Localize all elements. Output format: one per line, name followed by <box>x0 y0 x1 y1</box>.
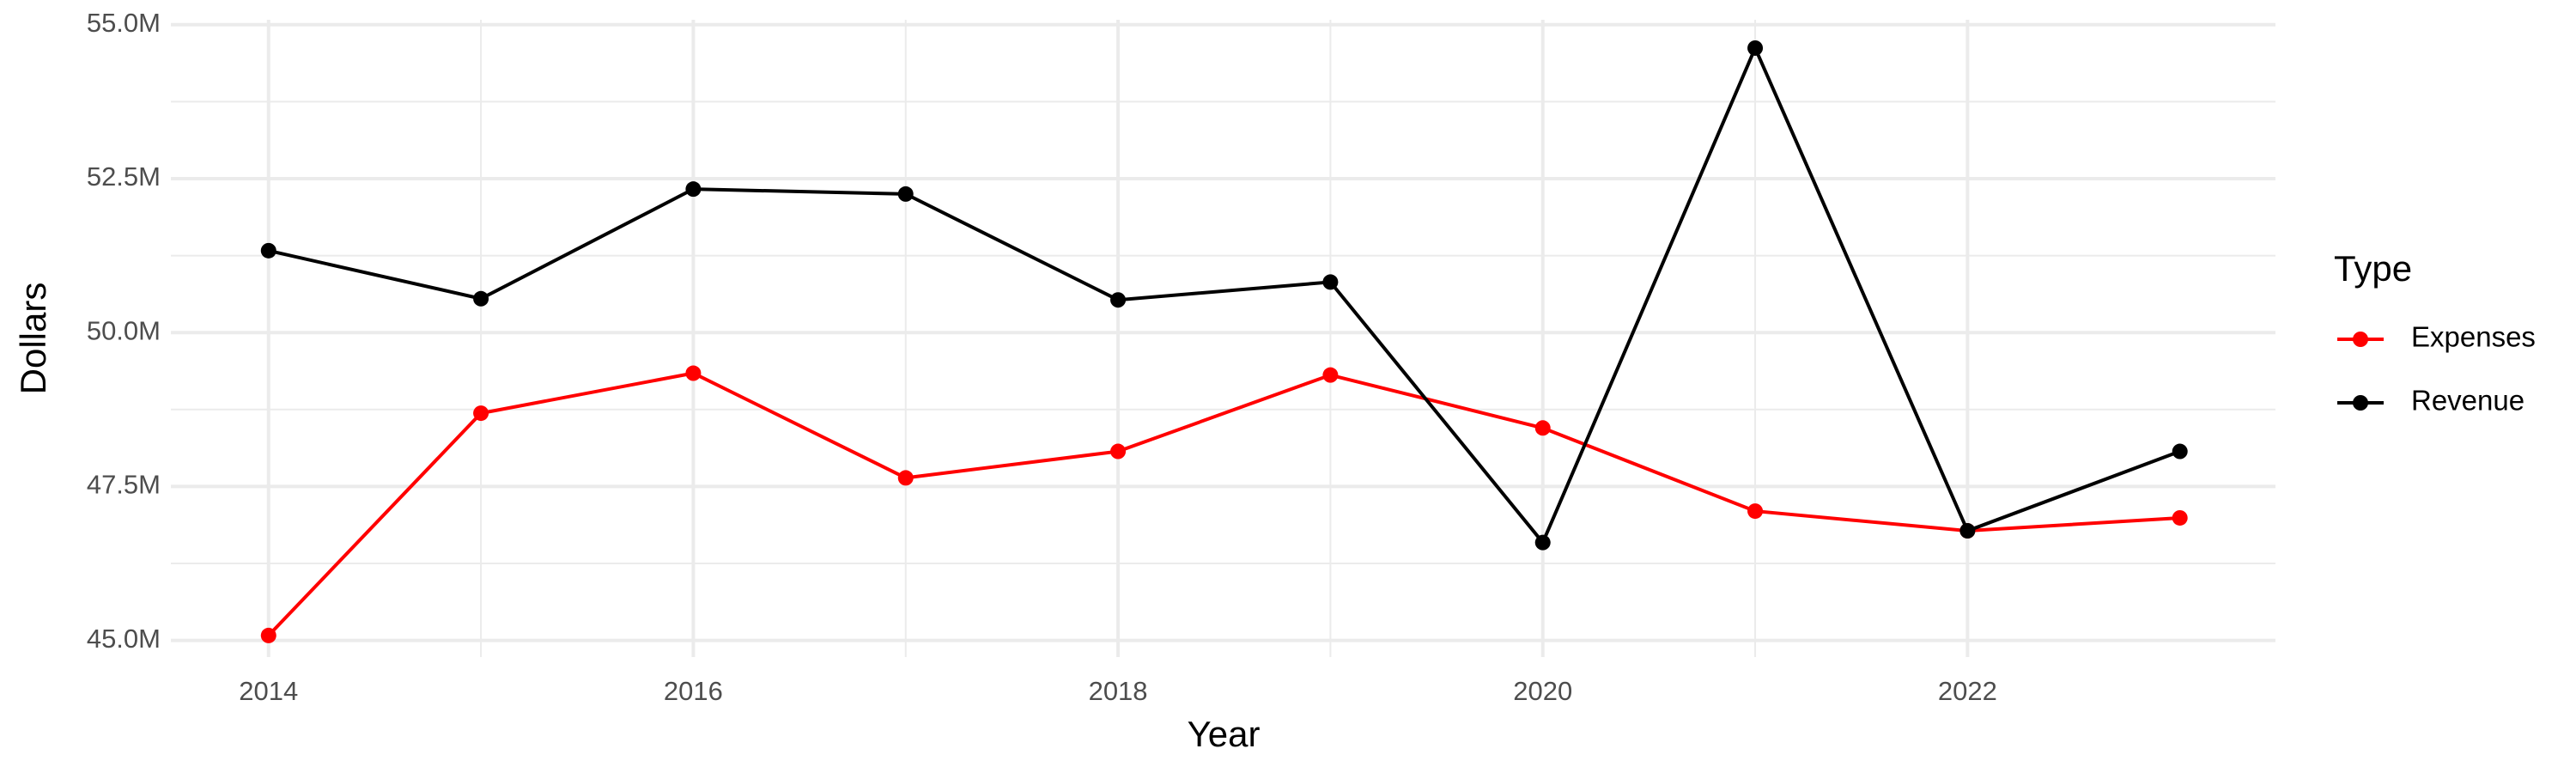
data-point <box>1534 534 1551 551</box>
data-point <box>2172 443 2188 460</box>
data-point <box>897 470 914 486</box>
data-point <box>1322 274 1339 290</box>
x-tick-label: 2016 <box>664 676 723 706</box>
data-point <box>473 290 489 307</box>
legend-point <box>2353 395 2368 411</box>
x-axis-title: Year <box>1188 714 1261 754</box>
y-tick-label: 52.5M <box>87 161 161 192</box>
y-tick-label: 47.5M <box>87 470 161 500</box>
y-tick-label: 45.0M <box>87 624 161 654</box>
data-point <box>1747 503 1764 520</box>
data-point <box>685 365 702 381</box>
x-tick-label: 2014 <box>239 676 298 706</box>
x-tick-label: 2018 <box>1089 676 1148 706</box>
data-point <box>1747 40 1764 56</box>
legend-point <box>2353 332 2368 347</box>
data-point <box>1534 420 1551 436</box>
series-line <box>268 43 2181 546</box>
data-point <box>1110 292 1127 308</box>
data-point <box>1322 367 1339 383</box>
y-axis-title: Dollars <box>13 283 53 395</box>
legend-label: Expenses <box>2411 321 2536 353</box>
data-point <box>473 405 489 422</box>
y-tick-label: 55.0M <box>87 8 161 38</box>
data-point <box>1110 443 1127 460</box>
legend-label: Revenue <box>2411 385 2524 417</box>
data-point <box>897 186 914 202</box>
y-tick-label: 50.0M <box>87 315 161 345</box>
data-point <box>2172 509 2188 526</box>
x-tick-label: 2022 <box>1938 676 1997 706</box>
data-point <box>260 242 276 259</box>
x-tick-label: 2020 <box>1513 676 1572 706</box>
data-point <box>685 181 702 198</box>
data-point <box>1959 523 1976 539</box>
data-point <box>260 627 276 643</box>
legend-title: Type <box>2334 248 2412 289</box>
series-line <box>267 371 2180 637</box>
